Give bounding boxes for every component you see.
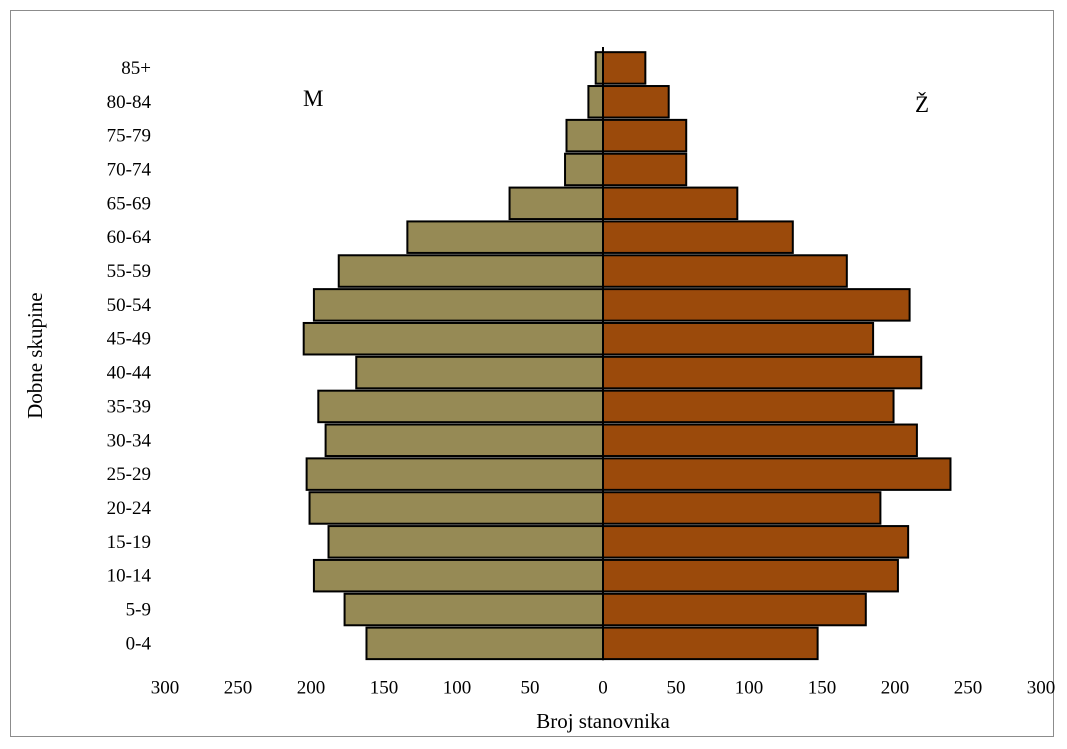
y-tick-label: 35-39 — [107, 396, 151, 417]
y-tick-label: 20-24 — [107, 498, 152, 519]
x-tick-label: 300 — [151, 677, 180, 698]
bar-male-75-79 — [565, 118, 604, 153]
bar-female-35-39 — [602, 389, 895, 424]
y-tick-label: 15-19 — [107, 532, 151, 553]
bar-male-10-14 — [312, 558, 604, 593]
bar-female-45-49 — [602, 321, 875, 356]
bar-female-50-54 — [602, 288, 911, 322]
series-label-female: Ž — [915, 92, 929, 117]
x-tick-labels: 300 250 200 150 100 50 0 50 100 150 200 250 300 — [151, 677, 1055, 698]
bar-female-55-59 — [602, 254, 848, 288]
bar-male-5-9 — [343, 592, 604, 627]
bar-female-85+ — [602, 51, 647, 85]
bar-male-0-4 — [365, 626, 605, 661]
y-tick-label: 0-4 — [126, 633, 152, 654]
y-tick-label: 80-84 — [107, 92, 152, 113]
bars-layer — [302, 51, 952, 661]
y-tick-label: 70-74 — [107, 159, 152, 180]
bar-male-35-39 — [317, 389, 604, 424]
y-tick-label: 50-54 — [107, 295, 152, 316]
y-tick-label: 60-64 — [107, 227, 152, 248]
y-tick-label: 55-59 — [107, 261, 151, 282]
x-tick-label: 200 — [881, 677, 910, 698]
y-tick-label: 40-44 — [107, 363, 152, 384]
y-tick-label: 85+ — [121, 58, 151, 79]
x-tick-label: 100 — [735, 677, 764, 698]
bar-male-60-64 — [406, 220, 604, 254]
bar-male-70-74 — [564, 152, 604, 187]
x-tick-label: 200 — [297, 677, 326, 698]
x-tick-label: 100 — [443, 677, 472, 698]
x-tick-label: 0 — [598, 677, 608, 698]
chart-frame: 0-4 5-9 10-14 15-19 20-24 25-29 30-34 35-39 40-4… — [10, 10, 1055, 737]
x-tick-label: 250 — [224, 677, 253, 698]
series-label-male: M — [303, 86, 323, 111]
bar-male-20-24 — [308, 491, 604, 525]
bar-male-30-34 — [324, 423, 604, 458]
bar-female-15-19 — [602, 525, 910, 559]
bar-male-85+ — [594, 51, 605, 85]
y-tick-label: 10-14 — [107, 566, 152, 587]
y-tick-label: 5-9 — [126, 600, 151, 621]
bar-male-45-49 — [302, 321, 604, 356]
bar-female-75-79 — [602, 118, 688, 153]
x-tick-label: 50 — [667, 677, 686, 698]
bar-female-5-9 — [602, 592, 867, 627]
x-tick-label: 150 — [370, 677, 399, 698]
bar-female-30-34 — [602, 423, 918, 458]
bar-male-50-54 — [312, 288, 604, 322]
y-tick-labels: 0-4 5-9 10-14 15-19 20-24 25-29 30-34 35-39 40-4… — [107, 58, 152, 654]
bar-female-10-14 — [602, 558, 899, 593]
y-tick-label: 30-34 — [107, 430, 152, 451]
y-tick-label: 65-69 — [107, 193, 151, 214]
bar-male-15-19 — [327, 525, 604, 559]
x-tick-label: 50 — [521, 677, 540, 698]
bar-male-25-29 — [305, 457, 604, 491]
y-axis-title: Dobne skupine — [23, 292, 47, 419]
x-tick-label: 300 — [1027, 677, 1055, 698]
y-tick-label: 45-49 — [107, 329, 151, 350]
x-tick-label: 150 — [808, 677, 837, 698]
bar-female-25-29 — [602, 457, 952, 491]
bar-female-65-69 — [602, 186, 739, 221]
bar-female-80-84 — [602, 85, 670, 119]
bar-male-55-59 — [337, 254, 604, 288]
bar-male-80-84 — [587, 85, 605, 119]
bar-female-0-4 — [602, 626, 819, 661]
bar-male-65-69 — [508, 186, 604, 221]
bar-female-70-74 — [602, 152, 688, 187]
bar-female-20-24 — [602, 491, 882, 525]
population-pyramid-chart: 0-4 5-9 10-14 15-19 20-24 25-29 30-34 35-39 40-4… — [23, 47, 1055, 733]
bar-male-40-44 — [355, 355, 605, 390]
x-tick-label: 250 — [954, 677, 983, 698]
y-tick-label: 75-79 — [107, 126, 151, 147]
x-axis-title: Broj stanovnika — [536, 709, 670, 733]
bar-female-40-44 — [602, 355, 923, 390]
y-tick-label: 25-29 — [107, 464, 151, 485]
bar-female-60-64 — [602, 220, 794, 254]
